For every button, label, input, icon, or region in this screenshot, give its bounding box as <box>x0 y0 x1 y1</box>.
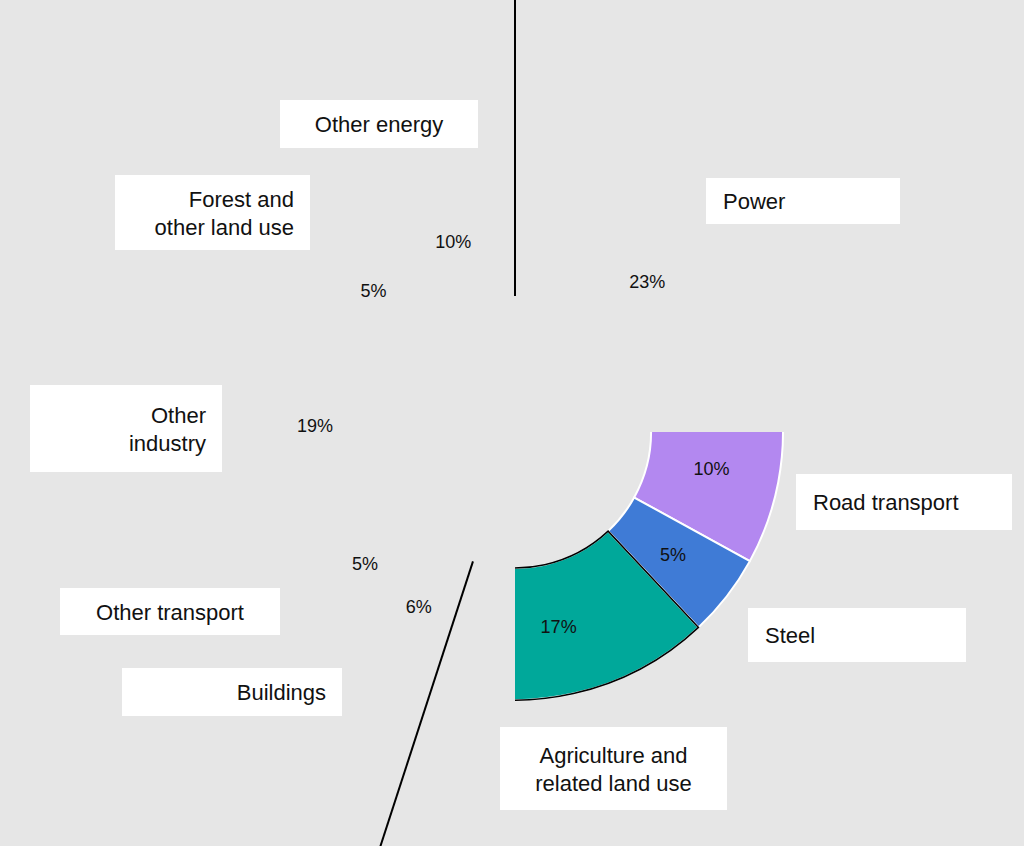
data-label: 6% <box>406 597 432 617</box>
label-box <box>706 178 900 224</box>
category-box: Agriculture and related land use <box>500 727 727 810</box>
category-label-line: Other energy <box>315 112 443 137</box>
category-box: Forest and other land use <box>115 175 310 250</box>
category-label: Steel <box>765 623 815 648</box>
label-box <box>30 385 222 472</box>
label-box <box>122 668 342 716</box>
category-label-line: Power <box>723 189 785 214</box>
data-label: 17% <box>541 617 577 637</box>
data-label: 5% <box>361 281 387 301</box>
category-label-line: other land use <box>155 214 294 239</box>
data-label: 10% <box>693 459 729 479</box>
category-label-line: Forest and <box>189 186 294 211</box>
category-label-line: Other transport <box>96 599 244 624</box>
data-label: 19% <box>297 416 333 436</box>
category-box: Other industry <box>30 385 222 472</box>
label-box <box>748 608 966 662</box>
category-label: Other transport <box>96 599 244 624</box>
labels: 23% 10% 5% 17% 6% 5% 19% 5% 10% Power Road transpo… <box>30 100 1012 810</box>
category-label-line: Other <box>151 402 206 427</box>
category-label: Agriculture and related land use <box>535 742 692 795</box>
category-box: Other transport <box>60 588 280 635</box>
label-box <box>796 474 1012 530</box>
category-label: Other industry <box>129 402 206 455</box>
data-label: 10% <box>435 232 471 252</box>
data-label: 23% <box>629 272 665 292</box>
slice-outline <box>515 531 698 700</box>
category-label: Other energy <box>315 112 443 137</box>
category-label: Power <box>723 189 785 214</box>
category-box: Buildings <box>122 668 342 716</box>
data-label: 5% <box>660 545 686 565</box>
label-box <box>500 727 727 810</box>
category-label-line: related land use <box>535 770 692 795</box>
background <box>0 0 1024 846</box>
label-box <box>280 100 478 148</box>
data-label: 5% <box>352 554 378 574</box>
label-box <box>60 588 280 635</box>
category-label: Buildings <box>237 680 326 705</box>
category-box: Road transport <box>796 474 1012 530</box>
category-label-line: Steel <box>765 623 815 648</box>
category-box: Steel <box>748 608 966 662</box>
plot <box>515 432 783 700</box>
category-label-line: Road transport <box>813 490 959 515</box>
category-box: Other energy <box>280 100 478 148</box>
label-box <box>115 175 310 250</box>
chart: 23% 10% 5% 17% 6% 5% 19% 5% 10% Power Road transpo… <box>0 0 1024 846</box>
category-label-line: Buildings <box>237 680 326 705</box>
category-label-line: industry <box>129 430 206 455</box>
category-box: Power <box>706 178 900 224</box>
category-label: Forest and other land use <box>155 186 294 239</box>
category-label-line: Agriculture and <box>540 742 688 767</box>
divider-line <box>514 0 516 296</box>
category-label: Road transport <box>813 490 959 515</box>
slice <box>515 531 698 700</box>
